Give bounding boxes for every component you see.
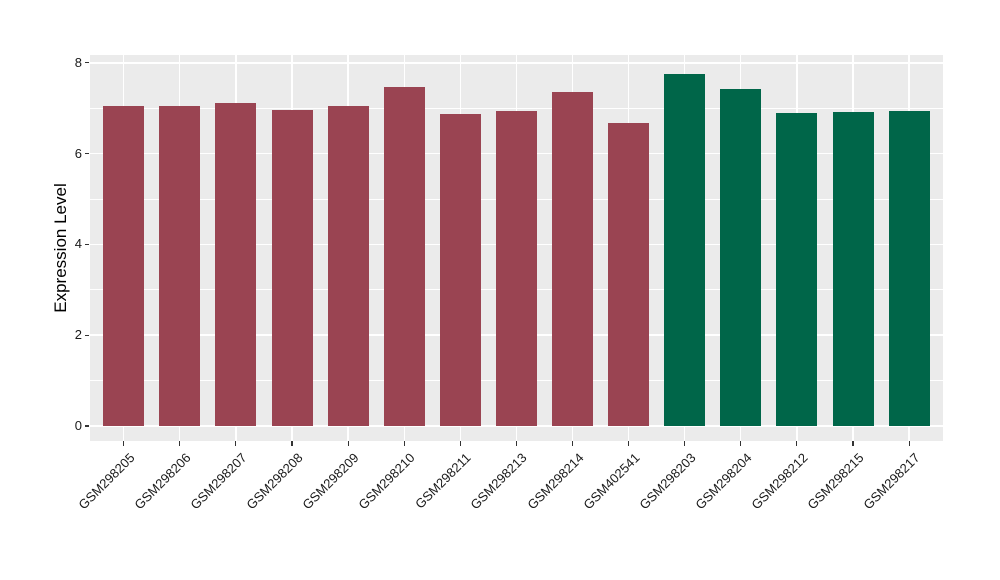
x-tick bbox=[235, 441, 237, 446]
x-tick bbox=[740, 441, 742, 446]
x-tick bbox=[459, 441, 461, 446]
x-tick-label-text: GSM298209 bbox=[299, 450, 362, 513]
x-tick bbox=[291, 441, 293, 446]
bar bbox=[495, 110, 537, 426]
x-tick bbox=[796, 441, 798, 446]
bar bbox=[103, 105, 145, 426]
bar bbox=[720, 89, 762, 426]
bar bbox=[271, 110, 313, 426]
x-tick-label-text: GSM298211 bbox=[412, 450, 474, 512]
y-tick bbox=[85, 153, 89, 155]
bar bbox=[832, 111, 874, 426]
x-tick bbox=[908, 441, 910, 446]
bar bbox=[159, 105, 201, 426]
x-tick bbox=[179, 441, 181, 446]
x-tick bbox=[852, 441, 854, 446]
x-tick-label-text: GSM298210 bbox=[355, 450, 418, 513]
x-tick-label-text: GSM298204 bbox=[692, 450, 755, 513]
x-tick-label-text: GSM402541 bbox=[579, 450, 643, 513]
y-tick-label: 8 bbox=[74, 54, 82, 70]
y-tick bbox=[85, 425, 89, 427]
x-tick-label-text: GSM298207 bbox=[187, 450, 250, 513]
x-tick-label-text: GSM298205 bbox=[75, 450, 138, 513]
bar bbox=[776, 112, 818, 426]
y-tick-label: 4 bbox=[74, 236, 82, 252]
bar bbox=[383, 86, 425, 426]
x-tick-label-text: GSM298213 bbox=[467, 450, 530, 513]
bar bbox=[608, 122, 650, 426]
x-tick bbox=[571, 441, 574, 446]
x-tick bbox=[347, 441, 349, 446]
bar bbox=[664, 74, 706, 426]
bar bbox=[888, 110, 930, 426]
y-tick-label: 6 bbox=[74, 145, 82, 161]
x-tick-label-text: GSM298214 bbox=[523, 450, 587, 513]
y-tick bbox=[85, 62, 89, 64]
x-tick-label-text: GSM298215 bbox=[804, 450, 867, 513]
x-tick-label-text: GSM298212 bbox=[748, 450, 811, 513]
x-tick bbox=[123, 441, 125, 446]
bar bbox=[327, 105, 369, 426]
y-tick bbox=[85, 334, 89, 336]
y-tick-label: 0 bbox=[74, 418, 82, 433]
bar bbox=[552, 91, 593, 426]
x-tick bbox=[403, 441, 405, 446]
x-tick-label-text: GSM298217 bbox=[860, 450, 923, 513]
x-tick bbox=[628, 441, 630, 446]
x-tick bbox=[515, 441, 517, 446]
bar bbox=[215, 102, 257, 426]
y-tick bbox=[85, 243, 89, 245]
x-tick-label-text: GSM298206 bbox=[131, 450, 194, 513]
x-tick bbox=[684, 441, 686, 446]
plot-panel bbox=[90, 55, 943, 441]
x-tick-label-text: GSM298208 bbox=[243, 450, 306, 513]
x-tick-label-text: GSM298203 bbox=[636, 450, 699, 513]
y-tick-label: 2 bbox=[74, 327, 82, 343]
bar bbox=[439, 114, 481, 426]
